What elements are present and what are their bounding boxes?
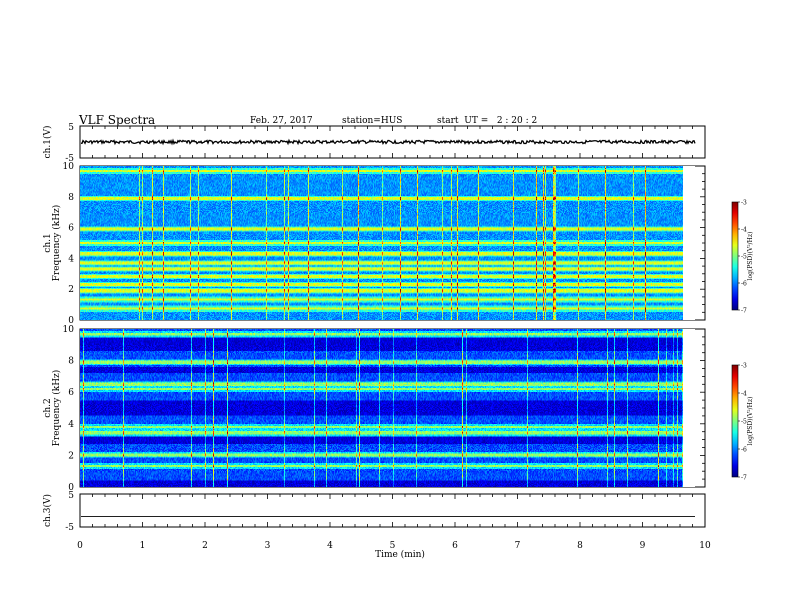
x-tick-label: 1	[140, 541, 146, 551]
ch2-ytick-label: 6	[68, 388, 74, 398]
ch2-spectrogram-image	[80, 329, 695, 487]
ch1-spec-ylabel-line2: Frequency (kHz)	[51, 205, 62, 282]
ch1-colorbar-tick-label: -5	[741, 254, 747, 261]
x-tick-label: 5	[390, 541, 396, 551]
figure-station: station=HUS	[342, 116, 403, 126]
ch1-colorbar-tick-label: -6	[741, 281, 747, 288]
x-tick-label: 9	[640, 541, 646, 551]
ch1-colorbar-tick-label: -4	[741, 227, 747, 234]
ch2-colorbar-tick-label: -5	[741, 419, 747, 426]
ch2-ytick-label: 10	[63, 325, 75, 335]
ch1-ytick-label-bottom: -5	[65, 154, 74, 164]
figure-date: Feb. 27, 2017	[250, 116, 313, 126]
ch2-spec-ylabel-line2: Frequency (kHz)	[51, 370, 62, 447]
ch2-spec-ylabel-line1: ch.2	[43, 398, 53, 417]
ch2-ytick-label: 8	[68, 357, 74, 367]
ch2-colorbar-tick-label: -6	[741, 447, 747, 454]
ch2-ytick-label: 0	[68, 483, 74, 493]
figure-start-time: start UT = 2 : 20 : 2	[437, 116, 538, 126]
ch1-ylabel: ch.1(V)	[42, 126, 53, 159]
ch1-waveform-trace	[80, 138, 696, 146]
ch2-colorbar	[731, 364, 739, 478]
ch1-ytick-label: 4	[68, 254, 74, 264]
ch3-ylabel: ch.3(V)	[42, 494, 53, 527]
ch1-colorbar	[731, 201, 739, 311]
x-tick-label: 10	[699, 541, 711, 551]
ch1-ytick-label: 0	[68, 316, 74, 326]
ch1-ytick-label: 10	[63, 162, 75, 172]
ch1-colorbar-tick-label: -3	[741, 200, 747, 207]
ch3-ytick-label-top: 5	[68, 491, 74, 501]
ch1-ytick-label: 8	[68, 193, 74, 203]
ch1-colorbar-label: log(PSD)(V²/Hz)	[747, 232, 754, 281]
ch2-ytick-label: 2	[68, 451, 74, 461]
x-tick-label: 7	[515, 541, 521, 551]
x-tick-label: 3	[265, 541, 271, 551]
ch2-colorbar-tick-label: -4	[741, 391, 747, 398]
ch1-spectrogram-image	[80, 166, 695, 320]
ch3-ytick-label-bottom: -5	[65, 523, 74, 533]
ch1-colorbar-tick-label: -7	[741, 308, 747, 315]
ch1-ytick-label: 6	[68, 224, 74, 234]
x-tick-label: 0	[77, 541, 83, 551]
ch1-ytick-label-top: 5	[68, 123, 74, 133]
ch1-spec-ylabel-line1: ch.1	[43, 233, 53, 252]
x-tick-label: 8	[577, 541, 583, 551]
ch2-colorbar-label: log(PSD)(V²/Hz)	[747, 397, 754, 446]
ch1-ytick-label: 2	[68, 285, 74, 295]
ch2-colorbar-tick-label: -3	[741, 363, 747, 370]
x-axis-label: Time (min)	[375, 549, 425, 560]
x-tick-label: 6	[452, 541, 458, 551]
ch2-ytick-label: 4	[68, 420, 74, 430]
figure-title: VLF Spectra	[79, 113, 156, 127]
x-tick-label: 4	[327, 541, 333, 551]
x-tick-label: 2	[202, 541, 208, 551]
ch2-colorbar-tick-label: -7	[741, 475, 747, 482]
